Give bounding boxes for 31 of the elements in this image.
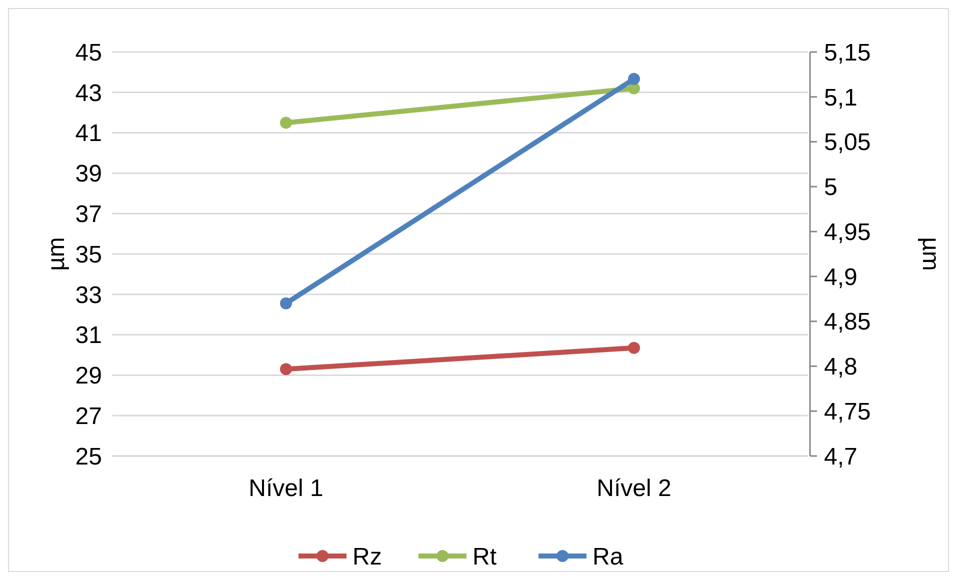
legend-label: Rt [472,543,497,570]
y2-tick-label: 5,1 [824,84,858,112]
y2-tick-label: 4,75 [824,398,871,426]
y2-tick-label: 5,15 [824,39,871,66]
y-tick-label: 27 [75,403,102,430]
y2-tick-label: 5,05 [824,129,871,156]
y2-tick-label: 4,95 [824,218,871,246]
legend-label: Ra [592,543,624,570]
y-tick-label: 37 [75,201,102,228]
y-tick-label: 25 [75,443,102,470]
y2-tick-label: 4,85 [824,308,871,336]
y-tick-label: 33 [75,282,102,309]
y2-tick-label: 4,7 [824,443,858,470]
y-tick-label: 31 [75,322,102,350]
point [628,342,640,354]
legend-label: Rz [352,543,382,570]
point [280,116,292,129]
y-tick-label: 41 [75,120,102,148]
y2-tick-label: 4,8 [824,354,858,381]
y-axis-title: µm [43,237,70,271]
x-tick-label: Nível 2 [596,475,672,502]
y-tick-label: 43 [75,80,102,107]
y-tick-label: 39 [75,160,102,188]
y2-tick-label: 5 [824,174,838,202]
x-tick-label: Nível 1 [248,475,324,502]
y2-axis-title: µm [917,237,944,271]
y-tick-label: 35 [75,241,102,268]
point [280,363,292,376]
y-tick-label: 45 [75,39,102,66]
y2-tick-label: 4,9 [824,264,858,291]
y-tick-label: 29 [75,362,102,390]
